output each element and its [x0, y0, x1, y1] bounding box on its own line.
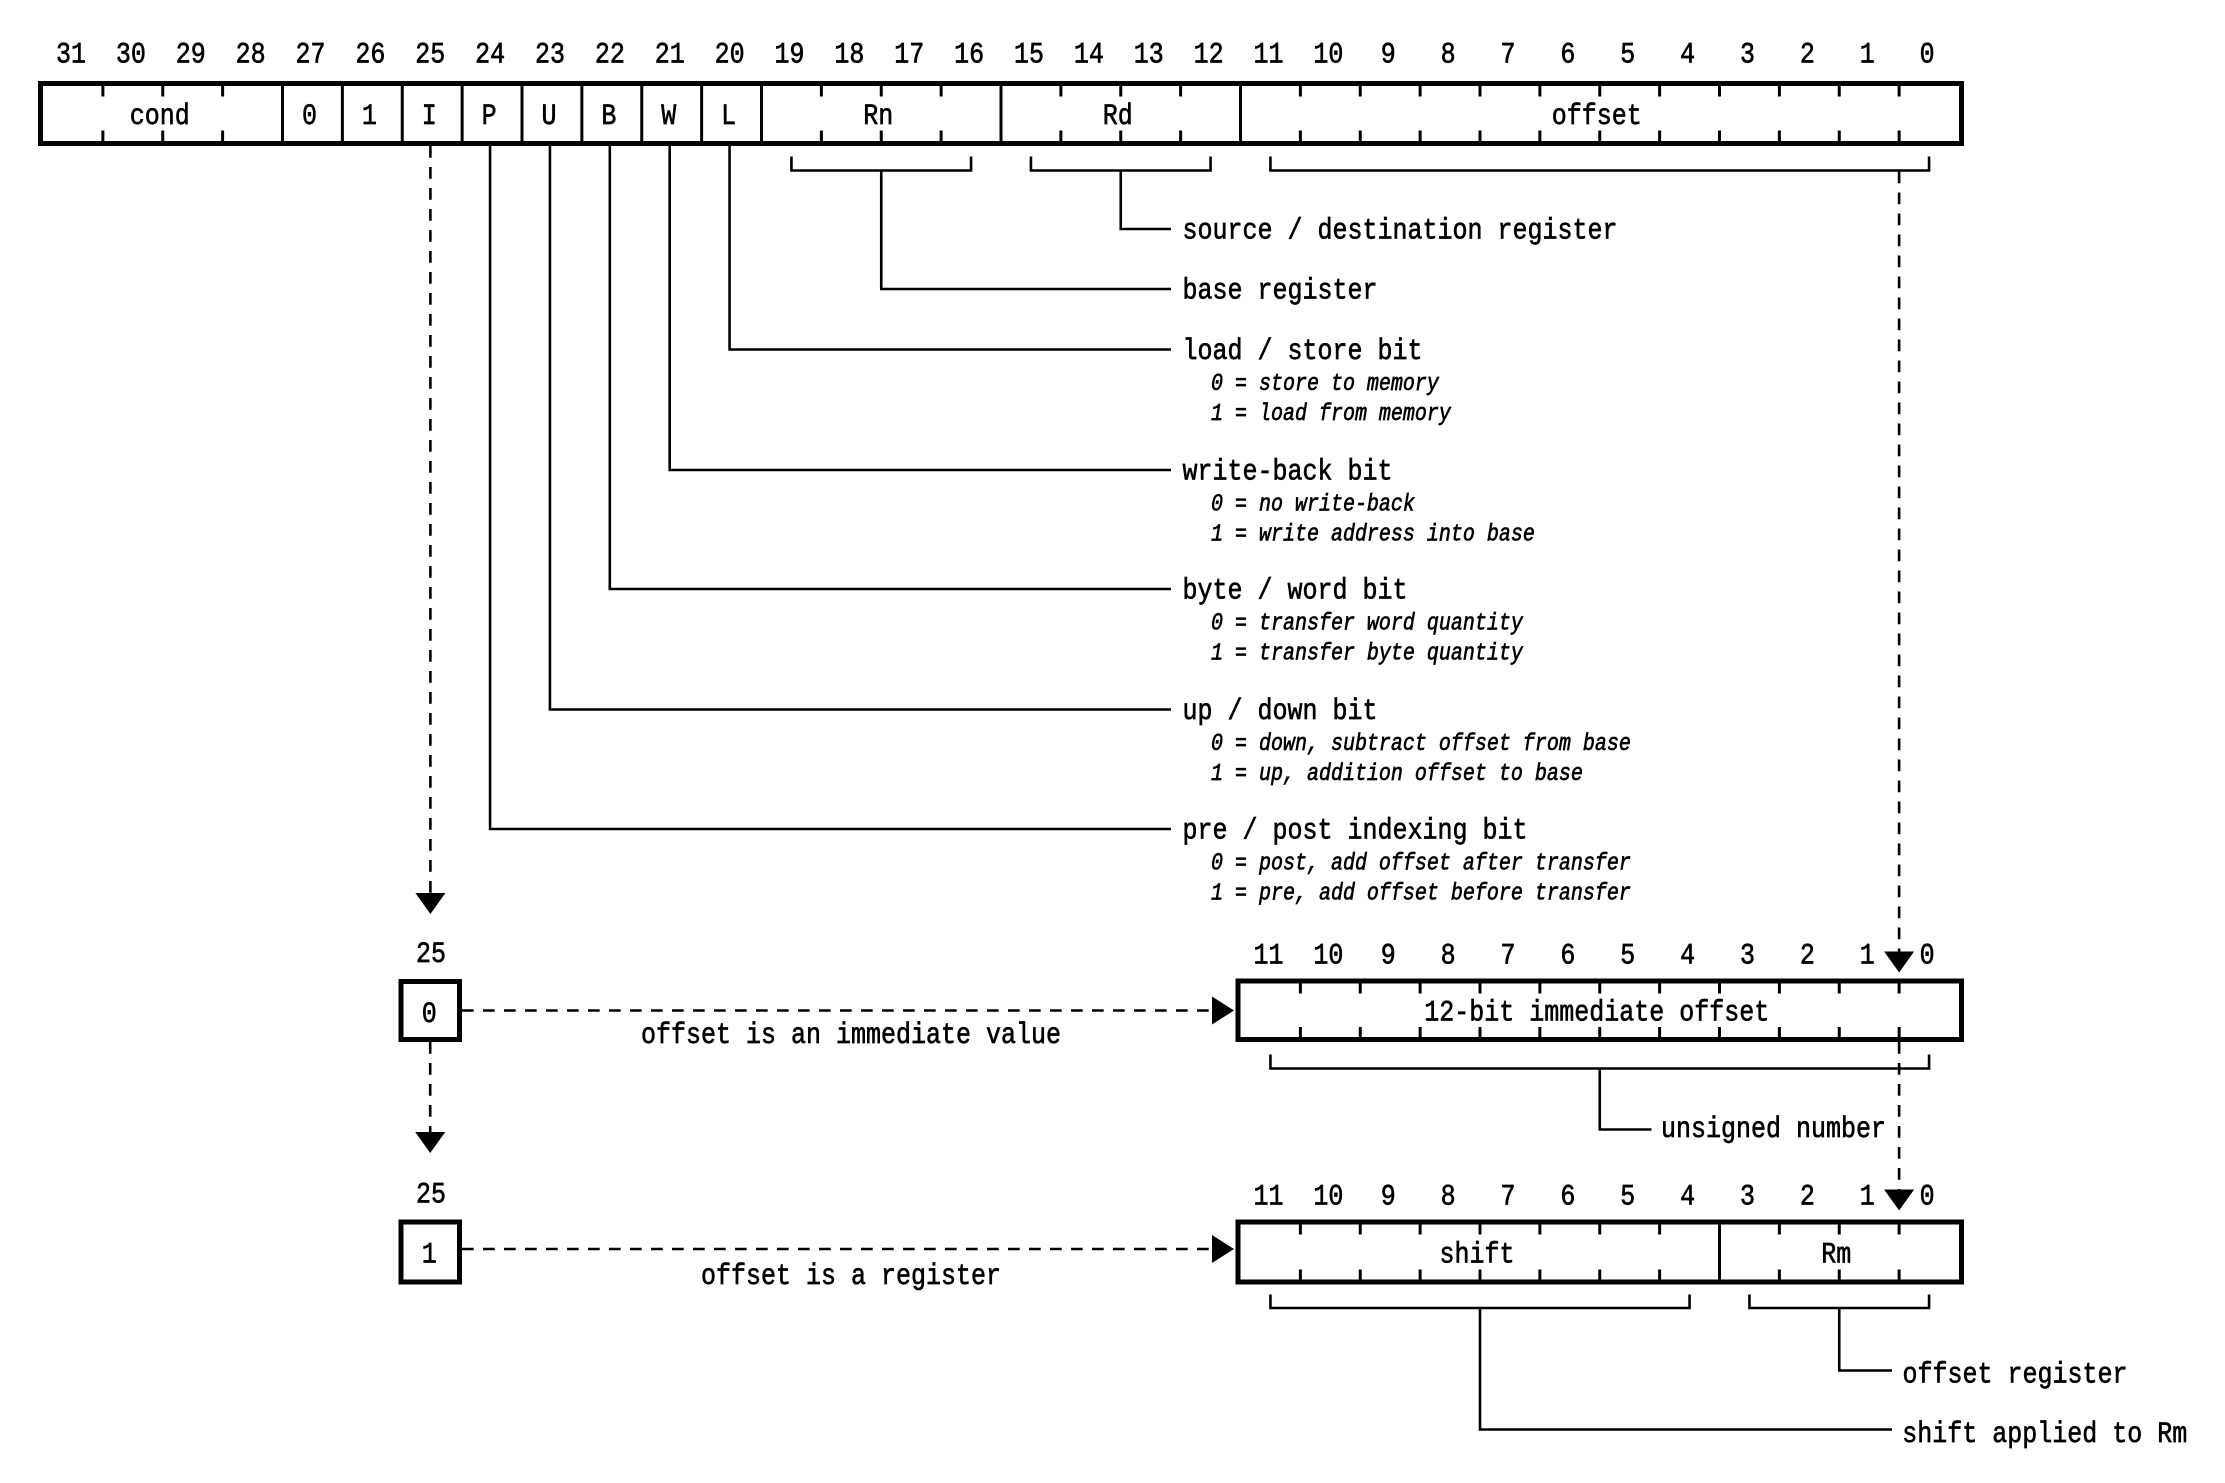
svg-text:Rn: Rn: [863, 100, 893, 134]
svg-text:0: 0: [1920, 940, 1935, 974]
svg-text:13: 13: [1134, 38, 1164, 72]
svg-text:byte / word bit: byte / word bit: [1183, 575, 1408, 609]
svg-text:4: 4: [1680, 38, 1695, 72]
svg-text:11: 11: [1253, 1180, 1283, 1214]
svg-text:0 = transfer word quantity: 0 = transfer word quantity: [1211, 610, 1524, 637]
svg-text:1 = load from memory: 1 = load from memory: [1211, 400, 1452, 427]
svg-text:6: 6: [1560, 38, 1575, 72]
svg-text:28: 28: [236, 38, 266, 72]
svg-text:15: 15: [1014, 38, 1044, 72]
svg-text:2: 2: [1800, 1180, 1815, 1214]
svg-text:cond: cond: [130, 100, 190, 134]
svg-text:0: 0: [422, 998, 437, 1032]
svg-text:0 = post, add offset after tra: 0 = post, add offset after transfer: [1211, 850, 1631, 877]
svg-text:6: 6: [1560, 940, 1575, 974]
svg-text:9: 9: [1381, 940, 1396, 974]
svg-text:1: 1: [1860, 1180, 1875, 1214]
svg-text:up / down bit: up / down bit: [1183, 695, 1378, 729]
svg-text:5: 5: [1620, 38, 1635, 72]
svg-text:I: I: [422, 100, 437, 134]
svg-text:31: 31: [56, 38, 86, 72]
svg-text:shift: shift: [1439, 1238, 1514, 1272]
svg-text:11: 11: [1253, 940, 1283, 974]
svg-text:0 = no write-back: 0 = no write-back: [1211, 491, 1416, 518]
svg-text:22: 22: [595, 38, 625, 72]
svg-text:2: 2: [1800, 38, 1815, 72]
svg-text:9: 9: [1381, 1180, 1396, 1214]
svg-text:3: 3: [1740, 38, 1755, 72]
svg-text:B: B: [601, 100, 616, 134]
svg-text:29: 29: [176, 38, 206, 72]
svg-text:0: 0: [1920, 38, 1935, 72]
svg-text:25: 25: [416, 938, 446, 972]
svg-text:1: 1: [422, 1239, 437, 1273]
svg-text:1: 1: [362, 100, 377, 134]
svg-text:load / store bit: load / store bit: [1183, 335, 1423, 369]
svg-text:14: 14: [1074, 38, 1104, 72]
svg-text:7: 7: [1500, 38, 1515, 72]
svg-text:11: 11: [1253, 38, 1283, 72]
svg-text:8: 8: [1441, 1180, 1456, 1214]
svg-text:4: 4: [1680, 1180, 1695, 1214]
svg-text:26: 26: [355, 38, 385, 72]
svg-text:offset is a register: offset is a register: [701, 1260, 1001, 1294]
svg-text:5: 5: [1620, 1180, 1635, 1214]
svg-text:7: 7: [1500, 1180, 1515, 1214]
svg-text:17: 17: [894, 38, 924, 72]
svg-text:0 = down, subtract offset from: 0 = down, subtract offset from base: [1211, 730, 1631, 757]
svg-text:19: 19: [774, 38, 804, 72]
svg-text:1 = transfer byte quantity: 1 = transfer byte quantity: [1211, 640, 1524, 667]
svg-text:12-bit immediate offset: 12-bit immediate offset: [1424, 997, 1769, 1031]
svg-text:0: 0: [1920, 1180, 1935, 1214]
svg-text:source / destination register: source / destination register: [1183, 215, 1618, 249]
svg-text:offset: offset: [1552, 100, 1642, 134]
svg-text:25: 25: [415, 38, 445, 72]
svg-text:12: 12: [1194, 38, 1224, 72]
svg-text:Rm: Rm: [1821, 1238, 1851, 1272]
svg-text:8: 8: [1441, 38, 1456, 72]
svg-text:Rd: Rd: [1103, 100, 1133, 134]
svg-text:1: 1: [1860, 940, 1875, 974]
svg-text:1 = write address into base: 1 = write address into base: [1211, 521, 1535, 548]
svg-text:3: 3: [1740, 940, 1755, 974]
svg-text:1 = up, addition offset to bas: 1 = up, addition offset to base: [1211, 760, 1583, 787]
svg-text:30: 30: [116, 38, 146, 72]
svg-text:23: 23: [535, 38, 565, 72]
svg-text:base register: base register: [1183, 275, 1378, 309]
svg-text:24: 24: [475, 38, 505, 72]
svg-text:10: 10: [1313, 38, 1343, 72]
svg-text:10: 10: [1313, 940, 1343, 974]
svg-text:0: 0: [302, 100, 317, 134]
svg-text:shift applied to Rm: shift applied to Rm: [1902, 1418, 2187, 1452]
svg-text:4: 4: [1680, 940, 1695, 974]
svg-text:2: 2: [1800, 940, 1815, 974]
svg-text:P: P: [482, 100, 497, 134]
svg-text:27: 27: [295, 38, 325, 72]
svg-text:7: 7: [1500, 940, 1515, 974]
svg-text:offset is an immediate value: offset is an immediate value: [641, 1019, 1061, 1053]
svg-text:1: 1: [1860, 38, 1875, 72]
svg-text:8: 8: [1441, 940, 1456, 974]
svg-text:25: 25: [416, 1179, 446, 1213]
svg-text:offset register: offset register: [1903, 1359, 2128, 1393]
svg-text:0 = store to memory: 0 = store to memory: [1211, 370, 1440, 397]
svg-text:write-back bit: write-back bit: [1183, 456, 1393, 490]
svg-text:10: 10: [1313, 1180, 1343, 1214]
svg-text:21: 21: [655, 38, 685, 72]
svg-text:unsigned number: unsigned number: [1661, 1113, 1886, 1147]
svg-text:U: U: [541, 100, 556, 134]
svg-text:6: 6: [1560, 1180, 1575, 1214]
svg-text:pre / post indexing bit: pre / post indexing bit: [1183, 815, 1528, 849]
svg-text:18: 18: [834, 38, 864, 72]
svg-text:W: W: [661, 100, 676, 134]
svg-text:1 = pre, add offset before tra: 1 = pre, add offset before transfer: [1211, 880, 1631, 907]
svg-text:20: 20: [715, 38, 745, 72]
svg-text:L: L: [721, 100, 736, 134]
svg-text:9: 9: [1381, 38, 1396, 72]
svg-text:3: 3: [1740, 1180, 1755, 1214]
svg-text:5: 5: [1620, 940, 1635, 974]
svg-text:16: 16: [954, 38, 984, 72]
